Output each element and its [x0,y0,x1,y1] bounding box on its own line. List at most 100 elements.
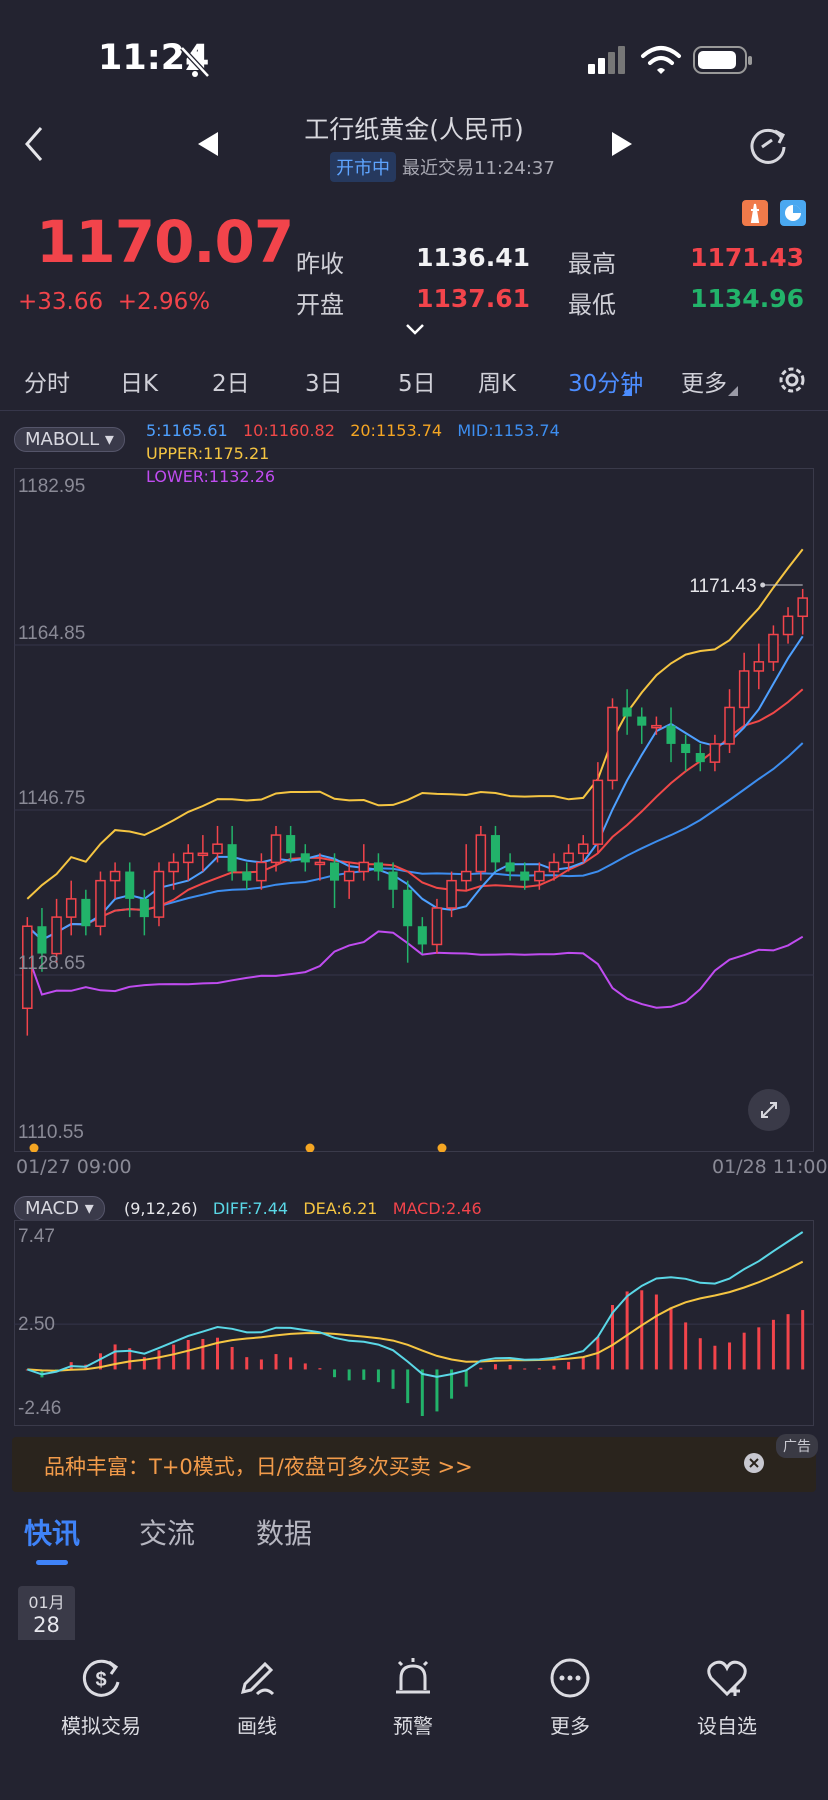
tab-more[interactable]: 更多 [681,371,727,397]
candle-body [95,879,106,927]
candle-body [607,706,618,782]
low-label: 最低 [568,291,616,319]
candle-body [300,853,310,863]
ad-text[interactable]: 品种丰富：T+0模式，日/夜盘可多次买卖 >> [44,1455,473,1479]
candle-body [330,862,340,881]
y-tick-label: 1110.55 [18,1122,84,1143]
y-tick-label: 1164.85 [18,623,85,644]
macd-bar [259,1359,263,1370]
candle-body [431,907,443,946]
nav-simulated-trade[interactable]: $ 模拟交易 [41,1656,161,1739]
macd-chart[interactable]: 7.47 2.50 -2.46 [14,1220,814,1426]
macd-bar [406,1369,410,1404]
nav-label: 模拟交易 [61,1714,141,1738]
back-button[interactable] [14,122,54,166]
nav-label: 预警 [393,1714,433,1738]
heart-icon [707,1660,747,1697]
candle-body [270,834,282,864]
dollar-refresh-icon: $ [82,1659,120,1697]
macd-bar [669,1307,673,1370]
corner-triangle-icon [622,386,632,396]
y-tick-label: 7.47 [18,1226,55,1247]
macd-bar [201,1338,205,1370]
nav-more[interactable]: 更多 [510,1656,630,1739]
page-title: 工行纸黄金(人民币) [304,115,524,144]
prev-close-label: 昨收 [296,250,344,278]
macd-bar [464,1369,468,1387]
sub-indicator-select[interactable]: MACD ▾ [14,1196,105,1221]
macd-bar [303,1363,307,1370]
macd-bar [567,1361,571,1370]
candle-body [182,852,194,864]
refresh-button[interactable] [744,122,792,170]
sub-indicator-name: MACD [25,1198,79,1219]
candle-body [388,871,398,890]
macd-bar [318,1368,322,1370]
low-value: 1134.96 [690,284,804,313]
main-indicator-select[interactable]: MABOLL ▾ [14,427,125,452]
refresh-icon [750,128,786,164]
tab-data[interactable]: 数据 [256,1517,313,1550]
news-date-month: 01月 [28,1593,65,1612]
macd-bar [771,1319,775,1370]
macd-bar [684,1322,688,1370]
prev-instrument-button[interactable] [190,126,226,162]
fullscreen-button[interactable] [748,1089,790,1131]
expand-quote-button[interactable] [400,318,430,340]
tab-timeshare[interactable]: 分时 [24,371,70,397]
candle-body [505,862,515,872]
tab-news-flash[interactable]: 快讯 [24,1517,81,1550]
candle-body [373,862,383,872]
event-marker[interactable] [29,1143,39,1153]
gear-icon [779,367,805,393]
candle-body [403,889,413,927]
next-instrument-button[interactable] [604,126,640,162]
pie-chart-icon[interactable] [780,200,806,226]
candle-body [212,843,223,855]
tab-2-day[interactable]: 2日 [212,371,250,397]
candle-body [446,879,457,909]
macd-bar [391,1369,395,1389]
chevron-left-icon [25,127,43,161]
macd-bar [128,1348,132,1370]
tab-3-day[interactable]: 3日 [305,371,343,397]
candle-body [417,926,427,945]
candle-body [520,871,530,881]
chart-settings-button[interactable] [772,360,812,400]
candle-body [153,870,165,918]
macd-bar [142,1357,146,1370]
candle-body [286,835,296,854]
change-percent: +2.96% [117,289,211,315]
tab-discussion[interactable]: 交流 [139,1517,196,1550]
pen-icon [240,1661,275,1696]
nav-add-watchlist[interactable]: 设自选 [667,1656,787,1739]
candle-body [681,743,691,754]
kline-chart[interactable]: 1182.95 1164.85 1146.75 1128.65 1110.55 1171.… [14,468,814,1152]
macd-bar [742,1332,746,1370]
event-marker[interactable] [305,1143,315,1153]
candle-body [197,852,209,857]
tower-icon[interactable] [742,200,768,226]
candle-body [563,852,574,864]
candle-body [753,661,765,672]
nav-alert[interactable]: 预警 [353,1656,473,1739]
macd-bar [523,1368,527,1370]
tab-5-day[interactable]: 5日 [398,371,436,397]
ad-banner[interactable] [12,1437,816,1492]
last-price: 1170.07 [36,208,294,276]
candle-body [358,861,370,873]
news-date-badge: 01月 28 [18,1586,75,1644]
nav-label: 设自选 [697,1714,757,1738]
macd-bar [537,1368,541,1370]
tab-weekly-k[interactable]: 周K [478,371,517,397]
candle-body [125,871,135,899]
ad-close-button[interactable] [744,1453,764,1473]
macd-bar [245,1357,249,1370]
event-marker[interactable] [437,1143,447,1153]
macd-bar [98,1353,102,1370]
nav-draw-line[interactable]: 画线 [197,1656,317,1739]
macd-bar [362,1369,366,1380]
boll-upper-value: UPPER:1175.21 [146,444,270,463]
macd-bar [728,1342,732,1370]
tab-daily-k[interactable]: 日K [120,371,159,397]
